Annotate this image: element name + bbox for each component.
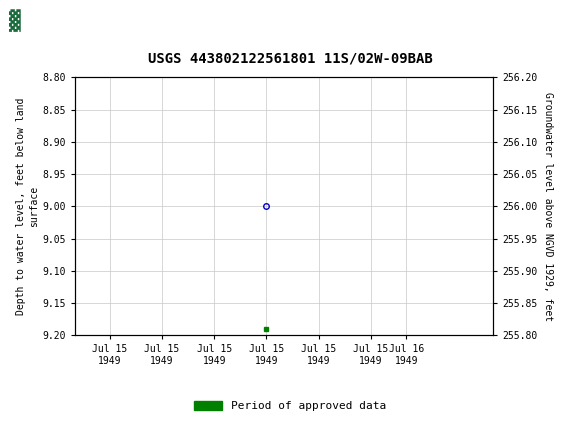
Text: USGS: USGS <box>38 12 81 29</box>
Text: ▓: ▓ <box>9 9 20 32</box>
Bar <box>7 6 42 35</box>
Legend: Period of approved data: Period of approved data <box>190 397 390 416</box>
Text: USGS 443802122561801 11S/02W-09BAB: USGS 443802122561801 11S/02W-09BAB <box>148 51 432 65</box>
Y-axis label: Groundwater level above NGVD 1929, feet: Groundwater level above NGVD 1929, feet <box>543 92 553 321</box>
Y-axis label: Depth to water level, feet below land
surface: Depth to water level, feet below land su… <box>16 98 39 315</box>
